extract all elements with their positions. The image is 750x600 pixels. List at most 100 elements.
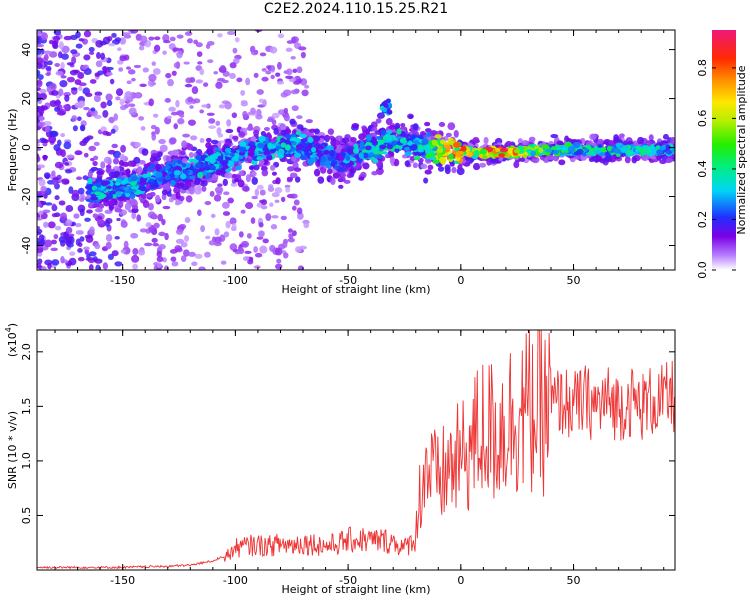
ridge-blob [365,145,372,151]
noise-blob [164,98,172,103]
noise-blob [68,257,77,266]
noise-blob [291,105,299,112]
halo-blob [286,176,294,181]
halo-blob [472,162,481,171]
noise-blob [134,93,142,99]
noise-blob [238,247,245,255]
halo-blob [631,156,638,164]
noise-blob [63,104,69,110]
y-tick-label: 40 [20,43,33,57]
noise-blob [173,123,178,130]
noise-blob [277,61,282,70]
ridge-blob [129,193,136,200]
ridge-blob [239,141,247,148]
noise-blob [258,98,265,103]
ridge-blob [330,160,338,166]
noise-blob [274,199,280,204]
noise-blob [193,98,201,104]
noise-blob [197,61,203,65]
ridge-blob [229,152,235,157]
ridge-blob [453,141,461,149]
noise-blob [256,236,264,240]
noise-blob [60,75,67,79]
noise-blob [124,91,133,99]
halo-blob [289,172,298,179]
noise-blob [54,62,60,67]
noise-blob [217,183,223,187]
halo-blob [662,133,669,140]
ridge-blob [358,152,364,159]
halo-blob [130,198,137,205]
noise-blob [43,139,49,144]
noise-blob [233,58,240,64]
noise-blob [37,258,43,265]
noise-blob [52,177,60,181]
noise-blob [110,128,116,134]
ridge-blob [189,175,196,180]
noise-blob [265,213,272,221]
noise-blob [214,186,224,194]
noise-blob [223,231,230,238]
noise-blob [45,202,53,206]
noise-blob [83,106,90,111]
noise-blob [209,190,215,197]
noise-blob [55,99,61,108]
halo-blob [324,134,330,143]
noise-blob [111,250,119,257]
noise-blob [199,109,205,114]
noise-blob [220,65,226,71]
noise-blob [176,50,183,59]
noise-blob [253,72,259,78]
ridge-blob [345,154,351,162]
noise-blob [58,88,64,97]
noise-blob [280,196,286,203]
noise-blob [168,197,174,203]
noise-blob [102,262,109,270]
noise-blob [114,236,120,240]
noise-blob [77,72,85,79]
noise-blob [123,240,129,249]
noise-blob [223,191,230,196]
noise-blob [203,82,209,87]
noise-blob [60,133,66,138]
noise-blob [88,46,95,53]
ridge-blob [173,169,181,176]
ridge-blob [425,131,431,137]
noise-blob [37,237,41,245]
noise-blob [127,103,136,107]
ridge-blob [100,180,108,185]
noise-blob [184,235,190,243]
halo-blob [237,179,245,188]
halo-blob [505,140,512,148]
halo-blob [184,181,192,188]
noise-blob [197,209,202,216]
noise-blob [138,160,146,165]
x-tick-label: 0 [457,574,464,587]
ridge-blob [348,160,355,166]
noise-blob [63,35,72,41]
noise-blob [152,68,161,75]
halo-blob [385,118,393,126]
halo-blob [232,135,239,140]
noise-blob [169,36,176,42]
noise-blob [118,67,124,72]
noise-blob [225,220,231,229]
ridge-blob [670,148,675,153]
noise-blob [256,202,263,208]
ridge-blob [410,135,416,140]
noise-blob [158,231,166,237]
halo-blob [608,140,615,146]
halo-blob [294,176,301,183]
noise-blob [163,265,170,270]
feature-blob [382,107,388,113]
noise-blob [108,116,115,124]
noise-blob [274,247,283,256]
noise-blob [179,223,187,230]
noise-blob [157,213,163,222]
noise-blob [184,83,193,88]
noise-blob [68,186,74,194]
noise-blob [156,267,162,270]
ridge-blob [164,174,171,181]
noise-blob [52,179,59,186]
noise-blob [82,175,89,181]
